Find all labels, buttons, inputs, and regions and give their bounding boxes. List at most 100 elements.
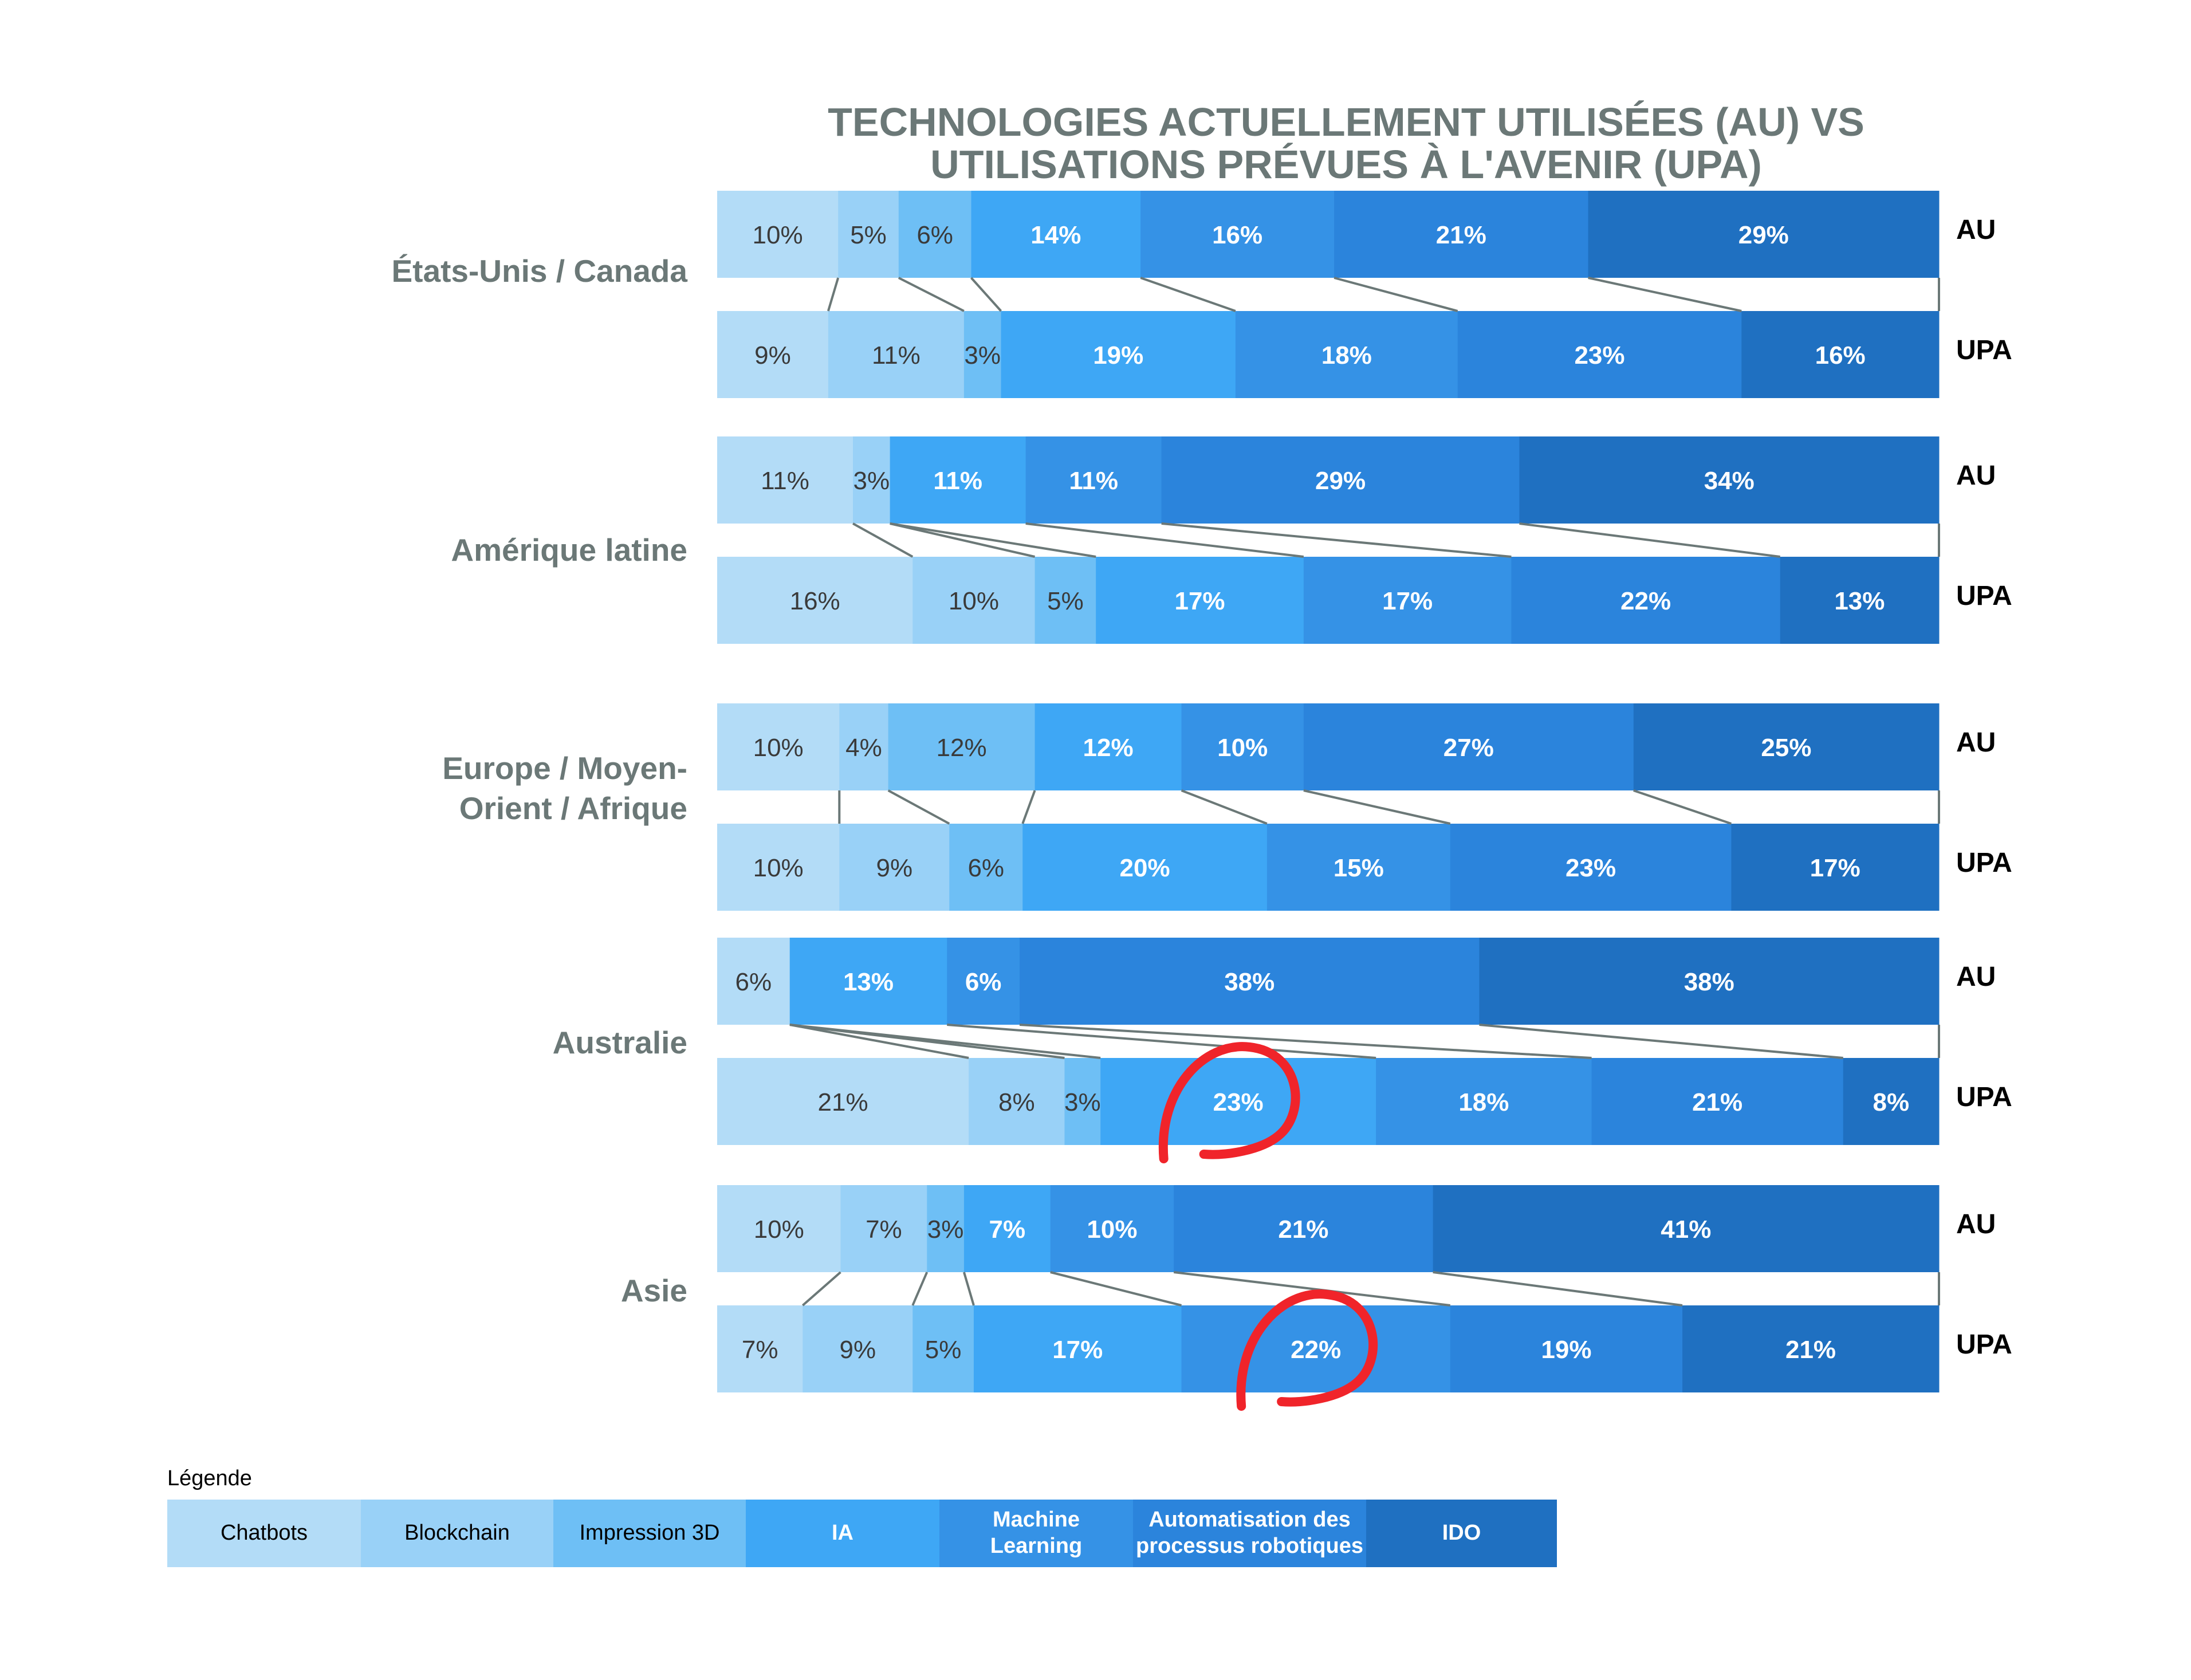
connector-g3-s4 <box>947 1024 1376 1059</box>
connector-g2-s6 <box>1633 789 1732 825</box>
label-upa-g0-s2: 3% <box>964 341 1001 369</box>
label-upa-g2-s5: 23% <box>1565 854 1616 882</box>
label-au-g3-s6: 38% <box>1684 968 1734 996</box>
bar-au-g1-s0 <box>717 436 853 524</box>
label-upa-g2-s0: 10% <box>753 854 804 882</box>
bar-upa-g0-s2 <box>963 311 1002 398</box>
label-au-g3-s4: 6% <box>965 968 1002 996</box>
label-upa-g1-s4: 17% <box>1382 587 1433 615</box>
connector-g1-s4 <box>1025 522 1304 558</box>
legend-item-3: IA <box>746 1500 939 1567</box>
label-upa-g1-s0: 16% <box>790 587 840 615</box>
label-au-g1-s0: 11% <box>761 467 809 495</box>
bar-upa-g2-s5 <box>1450 824 1732 911</box>
bar-upa-g4-s6 <box>1682 1305 1940 1392</box>
legend-item-2: Impression 3D <box>553 1500 746 1567</box>
label-upa-g0-s6: 16% <box>1815 341 1866 369</box>
label-upa-g2-s6: 17% <box>1810 854 1860 882</box>
bar-upa-g1-s4 <box>1303 557 1512 644</box>
label-upa-g1-s6: 13% <box>1834 587 1885 615</box>
legend-title: Légende <box>167 1466 252 1490</box>
label-au-g0-s2: 6% <box>916 221 953 249</box>
bar-au-g1-s5 <box>1161 436 1520 524</box>
connector-g3-s3 <box>789 1024 1101 1059</box>
label-upa-g1-s2: 5% <box>1047 587 1084 615</box>
label-upa-g0-s5: 23% <box>1574 341 1624 369</box>
bar-au-g0-s1 <box>838 191 899 278</box>
row-label-upa-g0: UPA <box>1956 335 2012 365</box>
row-label-upa-g2: UPA <box>1956 848 2012 878</box>
label-upa-g2-s2: 6% <box>967 854 1004 882</box>
bar-upa-g2-s4 <box>1266 824 1451 911</box>
group-label-usa-canada: États-Unis / Canada <box>391 253 687 289</box>
label-upa-g1-s1: 10% <box>949 587 999 615</box>
bar-au-g4-s2 <box>927 1185 965 1272</box>
label-au-g2-s3: 12% <box>1083 734 1134 762</box>
bar-upa-g2-s2 <box>949 824 1023 911</box>
legend-item-1: Blockchain <box>361 1500 553 1567</box>
bar-upa-g2-s1 <box>839 824 950 911</box>
label-au-g4-s4: 10% <box>1087 1215 1137 1244</box>
group-label-australia: Australie <box>552 1025 687 1060</box>
bar-au-g2-s0 <box>717 703 840 790</box>
legend-item-5: Automatisation des processus robotiques <box>1133 1500 1366 1567</box>
connector-g4-s5 <box>1173 1271 1451 1307</box>
bar-upa-g2-s6 <box>1731 824 1940 911</box>
bar-upa-g0-s6 <box>1741 311 1940 398</box>
bar-upa-g1-s1 <box>912 557 1036 644</box>
row-label-upa-g4: UPA <box>1956 1329 2012 1360</box>
bar-upa-g4-s4 <box>1181 1305 1451 1392</box>
label-au-g3-s3: 13% <box>843 968 894 996</box>
label-au-g3-s5: 38% <box>1224 968 1275 996</box>
chart-title-line-2: UTILISATIONS PRÉVUES À L'AVENIR (UPA) <box>930 142 1762 187</box>
connector-g4-s6 <box>1433 1271 1683 1307</box>
bar-upa-g4-s1 <box>803 1305 913 1392</box>
label-upa-g0-s4: 18% <box>1321 341 1372 369</box>
chart-title-line-1: TECHNOLOGIES ACTUELLEMENT UTILISÉES (AU)… <box>828 100 1864 144</box>
bar-au-g2-s5 <box>1303 703 1634 790</box>
connector-g4-s2 <box>911 1272 929 1306</box>
bar-au-g4-s6 <box>1433 1185 1940 1272</box>
connector-g0-s2 <box>898 277 965 312</box>
bar-au-g3-s0 <box>717 938 790 1025</box>
label-upa-g4-s0: 7% <box>742 1336 778 1364</box>
label-au-g2-s1: 4% <box>845 734 882 762</box>
label-upa-g4-s3: 17% <box>1052 1336 1103 1364</box>
bar-upa-g2-s0 <box>717 824 840 911</box>
bar-upa-g4-s3 <box>973 1305 1182 1392</box>
connector-g3-s5 <box>1019 1024 1592 1059</box>
label-au-g2-s4: 10% <box>1217 734 1268 762</box>
legend-item-6: IDO <box>1366 1500 1557 1567</box>
label-au-g0-s6: 29% <box>1738 221 1789 249</box>
bar-upa-g2-s3 <box>1022 824 1268 911</box>
label-au-g3-s0: 6% <box>735 968 772 996</box>
connector-g1-s5 <box>1161 522 1512 558</box>
bar-au-g4-s4 <box>1050 1185 1174 1272</box>
bar-upa-g4-s2 <box>912 1305 974 1392</box>
label-au-g1-s4: 11% <box>1069 467 1118 495</box>
bar-au-g2-s3 <box>1034 703 1182 790</box>
label-au-g4-s1: 7% <box>866 1215 902 1244</box>
bar-upa-g3-s2 <box>1064 1058 1101 1145</box>
label-au-g4-s3: 7% <box>989 1215 1026 1244</box>
bar-au-g2-s2 <box>888 703 1036 790</box>
bar-au-g4-s0 <box>717 1185 841 1272</box>
bar-upa-g0-s3 <box>1001 311 1236 398</box>
label-upa-g4-s6: 21% <box>1785 1336 1836 1364</box>
row-label-upa-g3: UPA <box>1956 1082 2012 1112</box>
label-au-g4-s5: 21% <box>1278 1215 1328 1244</box>
bar-au-g2-s6 <box>1633 703 1940 790</box>
bar-au-g0-s5 <box>1334 191 1589 278</box>
row-label-au-g0: AU <box>1956 215 1996 245</box>
label-upa-g1-s3: 17% <box>1174 587 1225 615</box>
label-au-g1-s6: 34% <box>1704 467 1755 495</box>
label-au-g1-s5: 29% <box>1315 467 1366 495</box>
row-label-au-g1: AU <box>1956 461 1996 491</box>
label-au-g1-s1: 3% <box>853 467 890 495</box>
label-au-g2-s2: 12% <box>937 734 987 762</box>
bar-upa-g0-s1 <box>828 311 965 398</box>
bar-upa-g1-s0 <box>717 557 913 644</box>
label-au-g0-s3: 14% <box>1030 221 1081 249</box>
